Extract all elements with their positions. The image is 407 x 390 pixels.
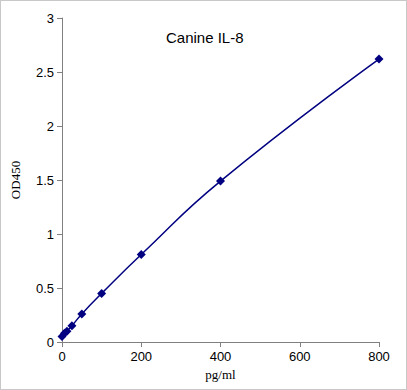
svg-text:OD450: OD450	[8, 161, 23, 199]
svg-text:2: 2	[47, 119, 54, 134]
svg-text:0: 0	[47, 335, 54, 350]
svg-text:0.5: 0.5	[36, 281, 54, 296]
svg-text:2.5: 2.5	[36, 65, 54, 80]
svg-text:0: 0	[58, 349, 65, 364]
svg-text:pg/ml: pg/ml	[205, 367, 236, 382]
svg-text:3: 3	[47, 11, 54, 26]
svg-text:1.5: 1.5	[36, 173, 54, 188]
svg-text:200: 200	[130, 349, 152, 364]
svg-text:1: 1	[47, 227, 54, 242]
svg-text:600: 600	[289, 349, 311, 364]
svg-text:400: 400	[210, 349, 232, 364]
svg-text:Canine IL-8: Canine IL-8	[166, 29, 244, 46]
svg-text:800: 800	[368, 349, 390, 364]
